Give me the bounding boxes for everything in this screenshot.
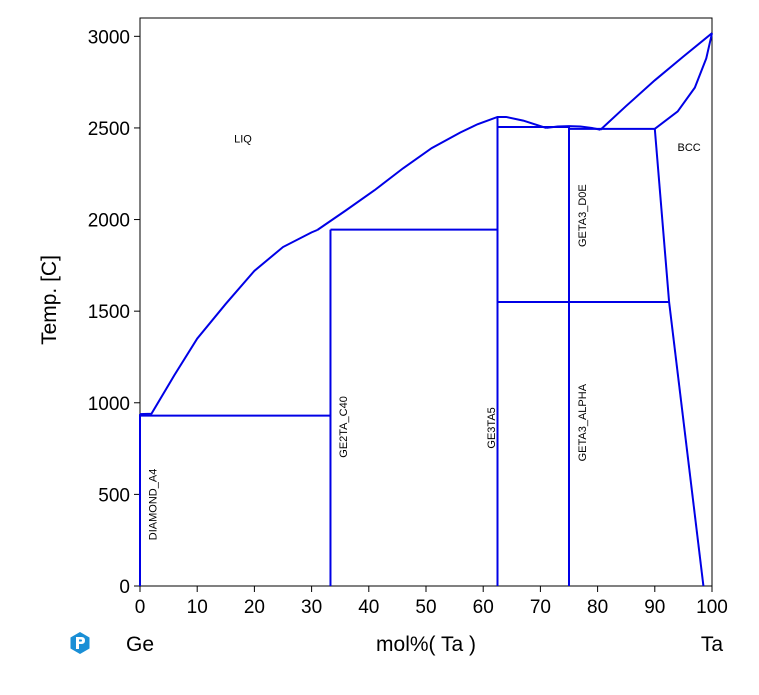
- phase-label: GETA3_ALPHA: [577, 383, 589, 461]
- x-axis: 0 10 20 30 40 50 60 70 80 90 100: [135, 586, 728, 618]
- y-axis: 0 500 1000 1500 2000 2500 3000: [88, 27, 140, 598]
- x-axis-left-element: Ge: [126, 633, 154, 656]
- x-tick-label: 30: [301, 597, 322, 618]
- phase-label: GE2TA_C40: [338, 396, 350, 458]
- x-axis-right-element: Ta: [701, 633, 724, 656]
- phase-label: GETA3_D0E: [577, 184, 589, 247]
- phase-boundary-curve: [316, 115, 547, 231]
- x-tick-label: 70: [530, 597, 551, 618]
- y-tick-label: 500: [98, 485, 130, 506]
- x-tick-label: 0: [135, 597, 146, 618]
- phase-boundary-curve: [654, 32, 713, 130]
- y-tick-label: 3000: [88, 27, 130, 48]
- x-tick-label: 20: [244, 597, 265, 618]
- y-tick-label: 2000: [88, 211, 130, 232]
- phase-label: DIAMOND_A4: [148, 469, 160, 541]
- phase-boundary-line: [653, 128, 671, 303]
- x-tick-label: 10: [187, 597, 208, 618]
- x-axis-title: mol%( Ta ): [376, 633, 476, 656]
- y-axis-title: Temp. [C]: [38, 255, 61, 345]
- x-tick-label: 80: [587, 597, 608, 618]
- x-tick-label: 90: [644, 597, 665, 618]
- phase-label: LIQ: [234, 134, 252, 146]
- x-tick-label: 100: [696, 597, 728, 618]
- phase-boundary-curve: [599, 32, 713, 131]
- phase-label: GE3TA5: [486, 407, 498, 448]
- phase-label: BCC: [678, 142, 701, 154]
- phase-boundary-curve: [139, 229, 318, 416]
- phase-boundaries: [139, 32, 713, 587]
- phase-boundary-line: [668, 301, 705, 587]
- phase-region-labels: LIQ BCC DIAMOND_A4 GE2TA_C40 GE3TA5 GETA3_ALP…: [148, 134, 701, 541]
- y-tick-label: 1500: [88, 302, 130, 323]
- x-tick-label: 40: [358, 597, 379, 618]
- y-tick-label: 1000: [88, 394, 130, 415]
- y-tick-label: 0: [119, 577, 130, 598]
- x-tick-label: 60: [473, 597, 494, 618]
- software-logo-icon: [70, 632, 90, 654]
- y-tick-label: 2500: [88, 119, 130, 140]
- x-tick-label: 50: [415, 597, 436, 618]
